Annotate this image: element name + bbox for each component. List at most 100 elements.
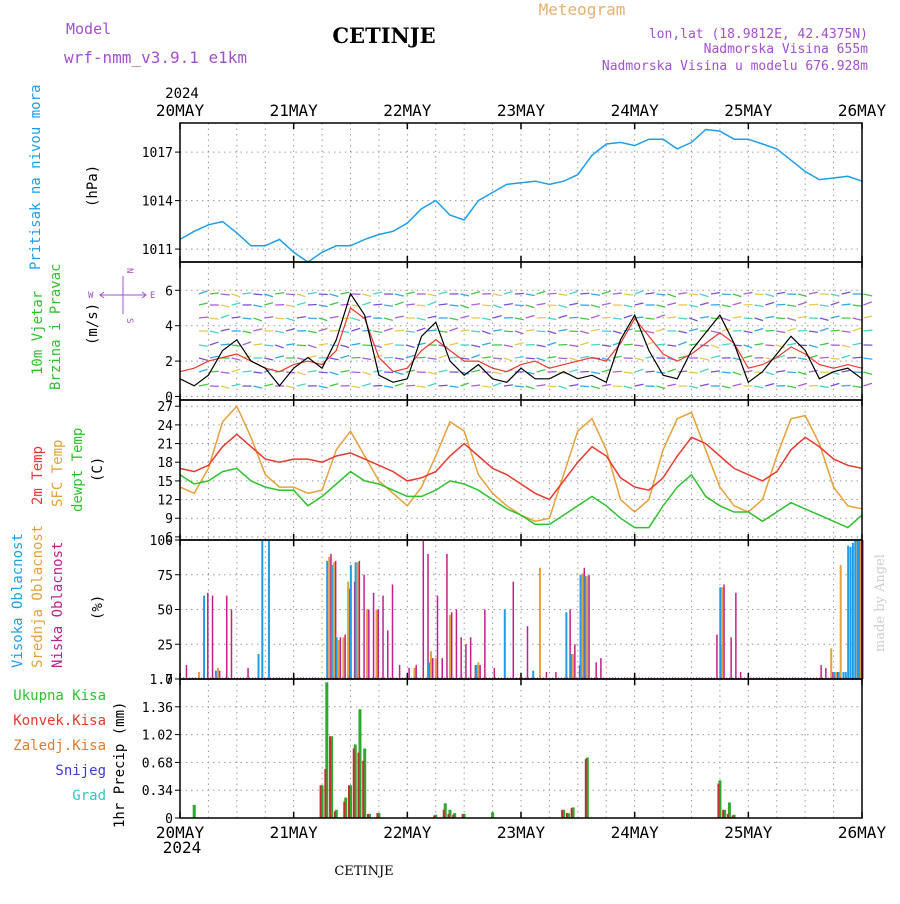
wind-arrow-icon <box>689 305 698 307</box>
wind-arrow-icon <box>787 305 796 306</box>
cloud-mid-bar <box>449 615 451 679</box>
wind-arrow-icon <box>286 305 295 307</box>
wind-arrow-icon <box>449 386 458 387</box>
wind-arrow-icon <box>711 331 720 333</box>
wind-arrow-icon <box>504 304 513 305</box>
wind-arrow-icon <box>646 318 655 319</box>
cloud-low-bar <box>387 630 389 679</box>
wind-arrow-icon <box>243 331 252 333</box>
wind-arrow-icon <box>656 344 665 345</box>
wind-arrow-icon <box>243 342 251 345</box>
wind-arrow-icon <box>351 343 360 345</box>
wind-arrow-icon <box>853 305 862 306</box>
wind-arrow-icon <box>395 294 404 296</box>
wind-arrow-icon <box>460 294 469 296</box>
wind-arrow-icon <box>275 318 284 319</box>
year-top: 2024 <box>165 86 199 102</box>
cloud-low-bar <box>723 584 725 679</box>
clouds-ytick-label: 75 <box>157 569 173 584</box>
wind-arrow-icon <box>678 371 687 372</box>
wind-arrow-icon <box>199 345 208 346</box>
wind-arrow-icon <box>199 358 208 360</box>
cloud-high-bar <box>858 540 860 679</box>
wind-arrow-icon <box>853 357 862 358</box>
cloud-labels: Visoka Oblacnost Srednja Oblacnost Niska… <box>10 525 106 668</box>
pressure-ytick-label: 1017 <box>142 146 173 161</box>
wind-arrow-icon <box>482 343 491 345</box>
precip-ytick-label: 1.02 <box>142 729 173 744</box>
compass-s: S <box>124 318 134 323</box>
cloud-high-bar <box>532 671 534 679</box>
wind-arrow-icon <box>667 369 676 372</box>
cloud-low-bar <box>415 665 417 679</box>
wind-arrow-icon <box>548 386 557 387</box>
wind-arrow-icon <box>667 384 676 386</box>
wind-arrow-icon <box>275 345 284 348</box>
wind-frame <box>180 262 862 400</box>
wind-arrow-icon <box>221 305 230 307</box>
wind-arrow-icon <box>591 386 600 389</box>
wind-arrow-icon <box>798 302 807 305</box>
cloud-high-bar <box>428 662 430 679</box>
wind-arrow-icon <box>384 357 393 358</box>
wind-arrow-icon <box>210 331 219 333</box>
wind-arrow-icon <box>504 385 513 386</box>
wind-arrow-icon <box>395 302 404 305</box>
wind-arrow-icon <box>297 345 306 346</box>
wind-arrow-icon <box>493 294 502 296</box>
wind-arrow-icon <box>428 294 437 296</box>
precip-frame <box>180 679 862 818</box>
wind-arrow-icon <box>428 316 437 318</box>
wind-arrow-icon <box>221 386 230 388</box>
top-axis-label: 23MAY <box>497 101 546 120</box>
cloud-high-bar <box>852 543 854 679</box>
precip-conv-bar <box>353 749 355 819</box>
top-axis-label: 20MAY <box>156 101 205 120</box>
tsfc-label: SFC Temp <box>50 440 66 507</box>
clouds-ytick-label: 50 <box>157 604 173 619</box>
cloud-low-bar <box>399 665 401 679</box>
precip-ytick-label: 0.34 <box>142 784 173 799</box>
cloud-low-bar <box>588 575 590 679</box>
wind-arrow-icon <box>362 358 371 360</box>
wind-arrow-icon <box>428 358 437 359</box>
wind-arrow-icon <box>297 294 306 297</box>
wind-arrow-icon <box>776 304 785 305</box>
cloud-low-bar <box>437 596 439 679</box>
precip-conv-bar <box>561 810 563 818</box>
cloud-high-bar <box>504 610 506 680</box>
wind-arrow-icon <box>787 372 796 373</box>
wind-arrow-icon <box>809 331 818 332</box>
compass-n: N <box>124 268 134 273</box>
wind-arrow-icon <box>635 345 644 346</box>
cloud-high-bar <box>850 547 852 679</box>
wind-arrow-icon <box>602 291 611 294</box>
cloud-high-bar <box>719 587 721 679</box>
temperature-unit: (C) <box>90 457 106 482</box>
cloud-high-bar <box>580 575 582 679</box>
wind-arrow-icon <box>515 331 524 334</box>
cloud-low-bar <box>820 665 822 679</box>
compass-arrows-icon <box>100 276 146 314</box>
wind-arrow-icon <box>319 305 328 307</box>
top-axis-label: 26MAY <box>838 101 887 120</box>
wind-arrow-icon <box>232 358 241 360</box>
wind-arrow-icon <box>482 331 491 334</box>
wind-arrow-icon <box>221 294 230 295</box>
wind-arrow-icon <box>351 328 360 331</box>
wind-arrow-icon <box>700 358 709 360</box>
wind-arrow-icon <box>471 345 480 347</box>
wind-arrow-icon <box>853 328 862 331</box>
wind-arrow-icon <box>656 329 665 331</box>
wind-arrow-icon <box>526 358 535 359</box>
precip-conv-bar <box>348 785 350 818</box>
wind-arrow-icon <box>624 305 633 307</box>
wind-arrow-icon <box>853 386 862 387</box>
precip-conv-bar <box>571 808 573 818</box>
pressure-ytick-label: 1014 <box>142 195 173 210</box>
cloud-high-bar <box>570 654 572 679</box>
wind-arrow-icon <box>264 358 273 360</box>
wind-arrow-icon <box>264 303 273 305</box>
wind-arrow-icon <box>526 305 535 308</box>
